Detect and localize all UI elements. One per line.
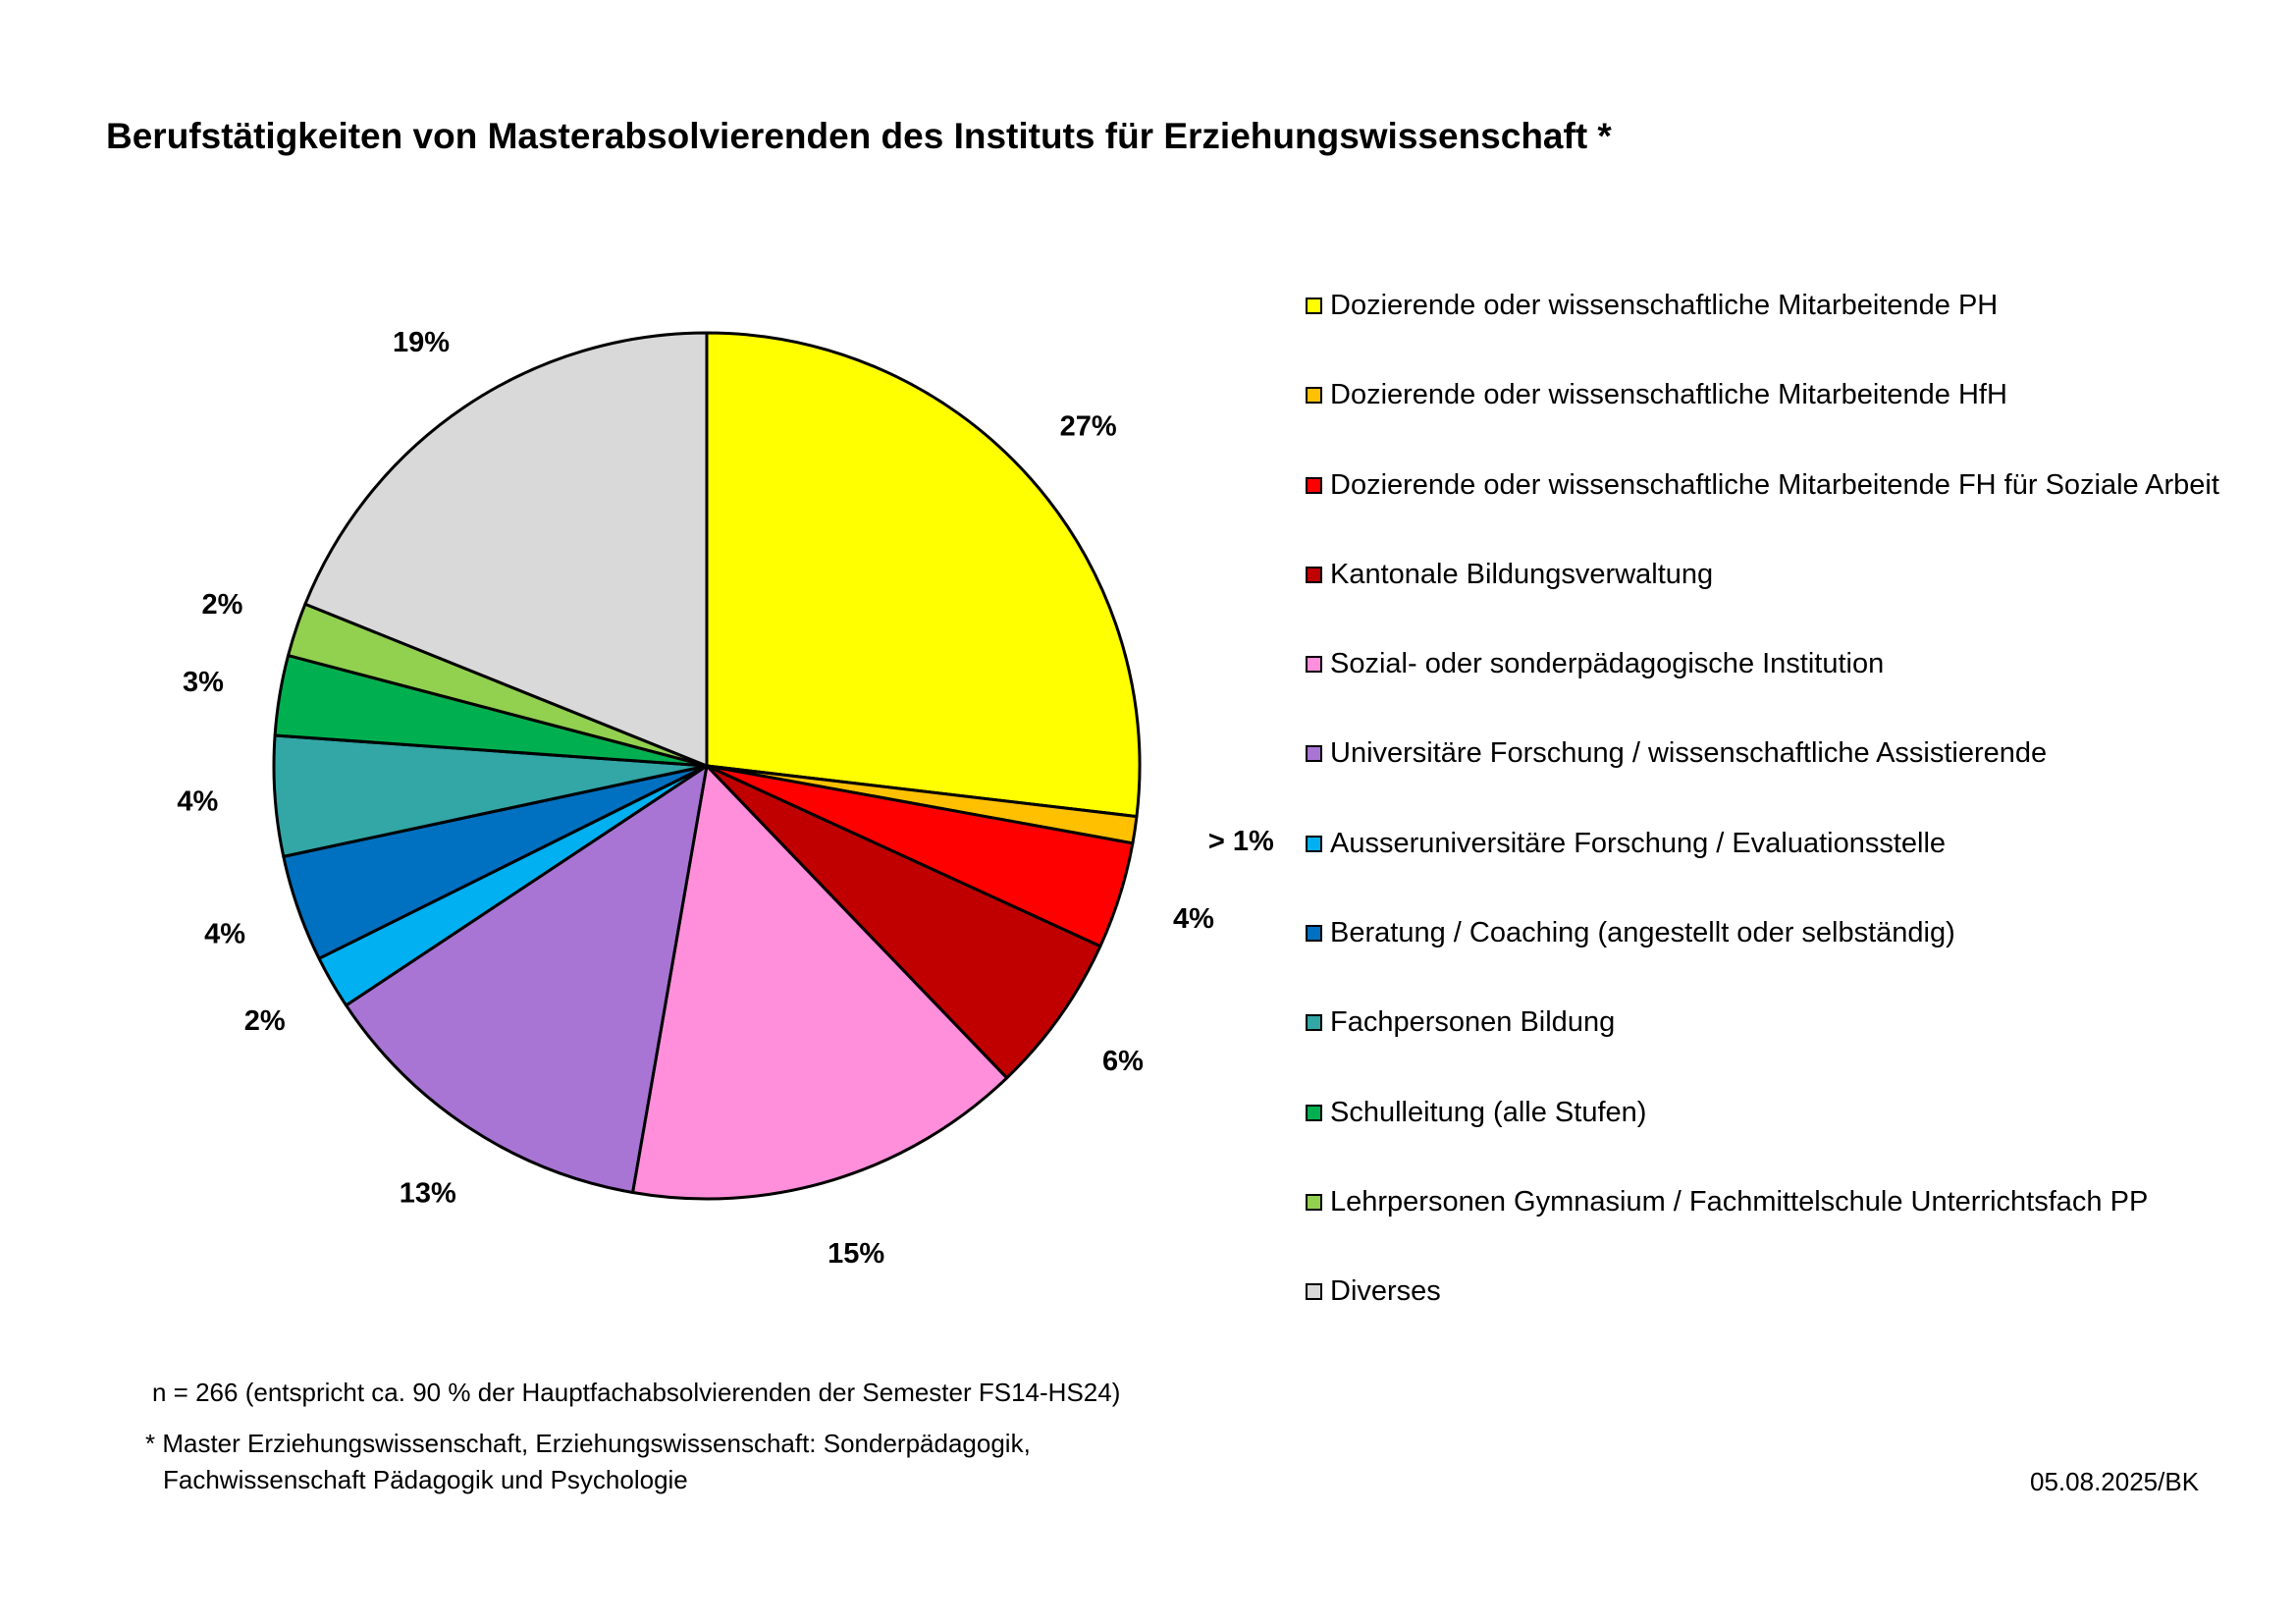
legend-swatch (1306, 835, 1322, 852)
legend-swatch (1306, 656, 1322, 674)
legend-swatch (1306, 745, 1322, 763)
slice-label-4: 6% (1102, 1046, 1144, 1077)
footnote-line-1: * Master Erziehungswissenschaft, Erziehu… (145, 1429, 1031, 1458)
pie-slice-1 (705, 331, 1142, 819)
legend-swatch (1306, 298, 1322, 314)
pie-slice-6 (345, 764, 709, 1194)
legend-swatch (1306, 387, 1322, 405)
pie-slice-5 (631, 764, 1009, 1201)
legend-label: Diverses (1330, 1275, 1441, 1308)
pie-slice-12 (303, 331, 709, 768)
legend-label: Kantonale Bildungsverwaltung (1330, 558, 1714, 590)
slice-label-10: 3% (183, 667, 224, 698)
date-stamp: 05.08.2025/BK (2030, 1467, 2200, 1496)
sample-size-note: n = 266 (entspricht ca. 90 % der Hauptfa… (152, 1378, 1121, 1407)
legend-swatch (1306, 476, 1322, 494)
legend-swatch (1306, 566, 1322, 583)
slice-label-5: 15% (828, 1238, 884, 1270)
legend-item-10: Schulleitung (alle Stufen) (1306, 1094, 2219, 1183)
legend-item-2: Dozierende oder wissenschaftliche Mitarb… (1306, 376, 2219, 465)
slice-label-12: 19% (393, 327, 450, 358)
legend-item-8: Beratung / Coaching (angestellt oder sel… (1306, 914, 2219, 1003)
legend-item-12: Diverses (1306, 1272, 2219, 1362)
legend-label: Beratung / Coaching (angestellt oder sel… (1330, 917, 1955, 949)
legend-label: Lehrpersonen Gymnasium / Fachmittelschul… (1330, 1185, 2149, 1218)
slice-label-8: 4% (204, 919, 245, 950)
legend-item-1: Dozierende oder wissenschaftliche Mitarb… (1306, 287, 2219, 376)
legend-label: Sozial- oder sonderpädagogische Institut… (1330, 648, 1885, 680)
legend-label: Dozierende oder wissenschaftliche Mitarb… (1330, 379, 2007, 411)
slice-label-11: 2% (202, 589, 243, 621)
slice-label-9: 4% (177, 786, 218, 818)
footnote-line-2: Fachwissenschaft Pädagogik und Psycholog… (163, 1465, 688, 1494)
legend-label: Ausseruniversitäre Forschung / Evaluatio… (1330, 827, 1947, 859)
slice-label-7: 2% (244, 1005, 286, 1037)
legend-item-3: Dozierende oder wissenschaftliche Mitarb… (1306, 466, 2219, 556)
pie-slice-4 (705, 764, 1102, 1080)
chart-title: Berufstätigkeiten von Masterabsolvierend… (106, 116, 1612, 156)
legend-label: Schulleitung (alle Stufen) (1330, 1096, 1647, 1128)
legend-swatch (1306, 1014, 1322, 1032)
footnote: * Master Erziehungswissenschaft, Erziehu… (145, 1426, 1031, 1498)
legend-label: Universitäre Forschung / wissenschaftlic… (1330, 737, 2048, 770)
legend-swatch (1306, 925, 1322, 943)
slice-label-6: 13% (400, 1177, 456, 1209)
legend-item-6: Universitäre Forschung / wissenschaftlic… (1306, 734, 2219, 824)
legend-label: Dozierende oder wissenschaftliche Mitarb… (1330, 290, 1999, 321)
slice-label-2: > 1% (1208, 826, 1274, 857)
legend-swatch (1306, 1283, 1322, 1301)
legend-item-5: Sozial- oder sonderpädagogische Institut… (1306, 645, 2219, 734)
slice-label-1: 27% (1060, 411, 1117, 443)
slice-label-3: 4% (1173, 903, 1214, 935)
legend-swatch (1306, 1193, 1322, 1211)
legend-swatch (1306, 1104, 1322, 1121)
legend-item-4: Kantonale Bildungsverwaltung (1306, 556, 2219, 645)
legend-item-9: Fachpersonen Bildung (1306, 1003, 2219, 1093)
legend-item-11: Lehrpersonen Gymnasium / Fachmittelschul… (1306, 1183, 2219, 1272)
legend-label: Dozierende oder wissenschaftliche Mitarb… (1330, 468, 2219, 501)
legend: Dozierende oder wissenschaftliche Mitarb… (1306, 287, 2219, 1363)
legend-label: Fachpersonen Bildung (1330, 1006, 1616, 1039)
legend-item-7: Ausseruniversitäre Forschung / Evaluatio… (1306, 825, 2219, 914)
